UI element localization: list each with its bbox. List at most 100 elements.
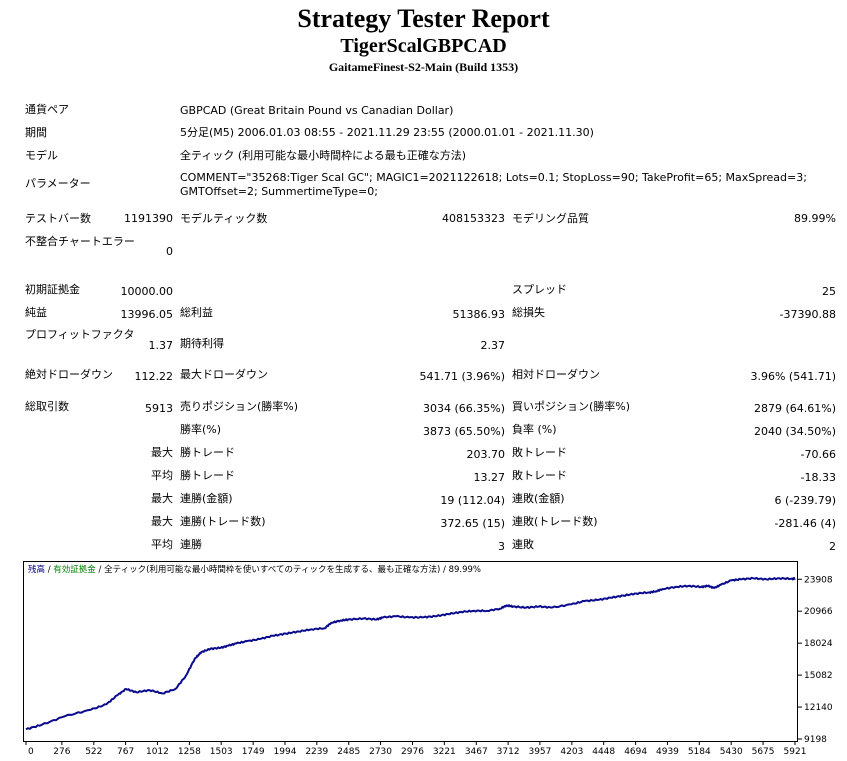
y-tick-label: 23908 [804, 575, 833, 585]
largest-win-value: 203.70 [466, 448, 506, 461]
largest-win-label: 勝トレード [180, 446, 235, 459]
x-tick-label: 1994 [274, 747, 297, 757]
deposit-value: 10000.00 [120, 285, 174, 298]
short-positions-value: 3034 (66.35%) [422, 402, 505, 415]
balance-line [25, 576, 796, 731]
gross-profit-value: 51386.93 [452, 308, 506, 321]
quality-label: モデリング品質 [512, 212, 589, 225]
model-value: 全ティック (利用可能な最小時間枠による最も正確な方法) [180, 149, 467, 162]
x-axis: 0 276 522 767 1012 1258 1503 1749 1994 2239 2485 27… [25, 741, 807, 757]
net-profit-label: 純益 [25, 306, 47, 319]
y-tick-label: 20966 [804, 607, 833, 617]
maximal-drawdown-value: 541.71 (3.96%) [419, 370, 505, 383]
bars-label: テストバー数 [25, 212, 91, 225]
y-tick-label: 18024 [804, 639, 833, 649]
x-tick-label: 3221 [433, 747, 456, 757]
x-tick-label: 4448 [592, 747, 615, 757]
x-tick-label: 767 [117, 747, 134, 757]
x-tick-label: 0 [28, 747, 34, 757]
win-rate-label: 勝率(%) [180, 423, 222, 436]
profit-factor-value: 1.37 [148, 339, 174, 352]
max-consecutive-profit-label: 連勝(トレード数) [180, 515, 266, 528]
largest-loss-label: 敗トレード [512, 446, 567, 459]
max-consecutive-wins-label: 連勝(金額) [180, 492, 233, 505]
mismatch-label: 不整合チャートエラー [25, 235, 135, 248]
balance-chart: 残高 / 有効証拠金 / 全ティック(利用可能な最小時間枠を使いすべてのティック… [23, 561, 847, 761]
average-loss-value: -18.33 [800, 471, 836, 484]
average-loss-label: 敗トレード [512, 469, 567, 482]
y-tick-label: 15082 [804, 671, 833, 681]
x-tick-label: 276 [53, 747, 70, 757]
average-prefix: 平均 [151, 469, 173, 482]
symbol-value: GBPCAD (Great Britain Pound vs Canadian … [180, 104, 454, 117]
max-consecutive-losses-label: 連敗(金額) [512, 492, 565, 505]
deposit-label: 初期証拠金 [25, 283, 80, 296]
x-tick-label: 4694 [624, 747, 647, 757]
legend-separator-3: / [440, 565, 448, 575]
max-consecutive-profit-value: 372.65 (15) [440, 517, 505, 530]
expected-payoff-label: 期待利得 [180, 337, 224, 350]
chart-legend: 残高 / 有効証拠金 / 全ティック(利用可能な最小時間枠を使いすべてのティック… [28, 564, 481, 575]
x-tick-label: 5184 [688, 747, 711, 757]
legend-equity: 有効証拠金 [53, 564, 96, 575]
loss-rate-value: 2040 (34.50%) [753, 425, 836, 438]
ticks-value: 408153323 [442, 212, 505, 225]
win-rate-value: 3873 (65.50%) [422, 425, 505, 438]
parameters-label: パラメーター [25, 177, 91, 190]
x-tick-label: 5675 [752, 747, 775, 757]
x-tick-label: 1503 [210, 747, 233, 757]
average-consecutive-losses-value: 2 [829, 540, 836, 553]
maximal-consecutive-prefix: 最大 [151, 515, 173, 528]
gross-profit-label: 総利益 [180, 306, 213, 319]
max-consecutive-loss-label: 連敗(トレード数) [512, 515, 598, 528]
average-consecutive-wins-value: 3 [498, 540, 505, 553]
x-tick-label: 1012 [146, 747, 169, 757]
report-title: Strategy Tester Report [297, 4, 550, 33]
ea-name: TigerScalGBPCAD [340, 35, 507, 57]
average-consecutive-wins-label: 連勝 [180, 538, 202, 551]
x-tick-label: 2976 [401, 747, 424, 757]
y-tick-label: 9198 [804, 735, 827, 745]
parameters-value: COMMENT="35268:Tiger Scal GC"; MAGIC1=20… [180, 171, 807, 198]
largest-loss-value: -70.66 [800, 448, 836, 461]
x-tick-label: 5921 [784, 747, 807, 757]
model-label: モデル [25, 149, 58, 162]
absolute-drawdown-value: 112.22 [134, 370, 174, 383]
chart-frame [23, 561, 798, 742]
profit-factor-label: プロフィットファクタ [25, 328, 135, 341]
short-positions-label: 売りポジション(勝率%) [180, 400, 299, 413]
max-consecutive-wins-value: 19 (112.04) [440, 494, 505, 507]
legend-separator-1: / [45, 565, 53, 575]
spread-label: スプレッド [512, 283, 567, 296]
legend-balance: 残高 [28, 564, 45, 575]
x-tick-label: 2239 [305, 747, 328, 757]
x-tick-label: 4203 [560, 747, 583, 757]
relative-drawdown-label: 相対ドローダウン [512, 368, 600, 381]
average-win-label: 勝トレード [180, 469, 235, 482]
period-value: 5分足(M5) 2006.01.03 08:55 - 2021.11.29 23… [180, 126, 594, 139]
absolute-drawdown-label: 絶対ドローダウン [25, 368, 113, 381]
period-label: 期間 [25, 126, 47, 139]
quality-value: 89.99% [794, 212, 836, 225]
x-tick-label: 3467 [465, 747, 488, 757]
x-tick-label: 3957 [528, 747, 551, 757]
expected-payoff-value: 2.37 [480, 339, 506, 352]
max-consecutive-loss-value: -281.46 (4) [774, 517, 836, 530]
net-profit-value: 13996.05 [120, 308, 174, 321]
gross-loss-label: 総損失 [512, 306, 545, 319]
x-tick-label: 3712 [497, 747, 520, 757]
max-consecutive-losses-value: 6 (-239.79) [774, 494, 836, 507]
x-tick-label: 522 [85, 747, 102, 757]
x-tick-label: 1258 [178, 747, 201, 757]
balance-chart-svg: 残高 / 有効証拠金 / 全ティック(利用可能な最小時間枠を使いすべてのティック… [23, 561, 833, 757]
bars-value: 1191390 [124, 212, 173, 225]
x-tick-label: 2730 [369, 747, 392, 757]
legend-separator-2: / [96, 565, 104, 575]
gross-loss-value: -37390.88 [779, 308, 836, 321]
server-build: GaitameFinest-S2-Main (Build 1353) [328, 60, 519, 74]
mismatch-value: 0 [166, 245, 173, 258]
loss-rate-label: 負率 (%) [512, 423, 557, 436]
average-consecutive-losses-label: 連敗 [512, 538, 534, 551]
maximal-drawdown-label: 最大ドローダウン [180, 368, 268, 381]
y-tick-label: 12140 [804, 703, 833, 713]
